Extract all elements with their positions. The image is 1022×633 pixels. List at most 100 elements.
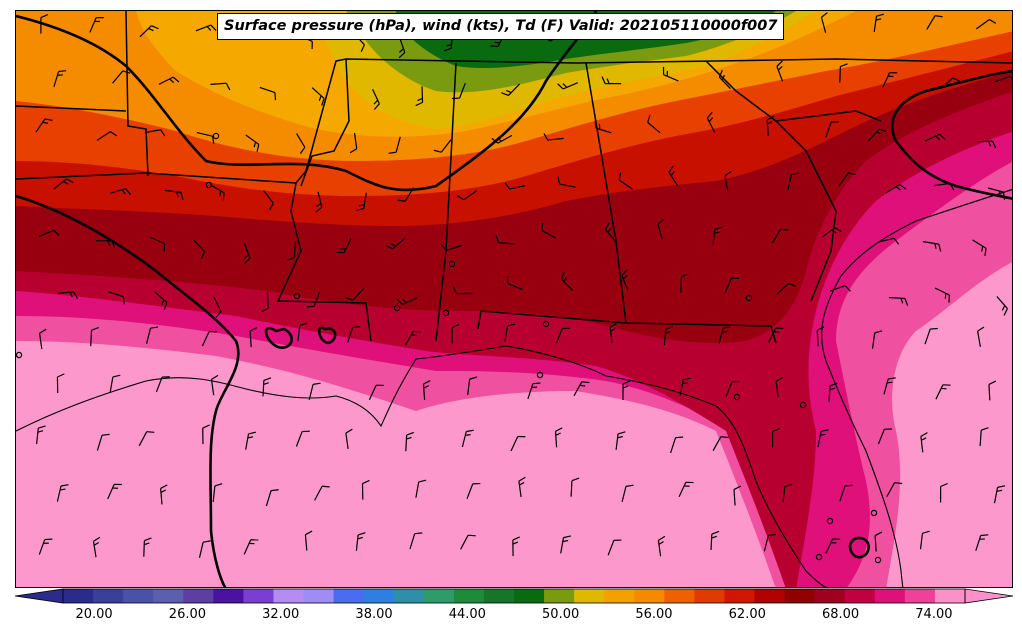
wind-barb-icon: [467, 376, 478, 396]
border: [125, 11, 149, 177]
wind-barb-icon: [304, 530, 313, 551]
colorbar-tick-label: 20.00: [75, 607, 113, 622]
wind-barb-icon: [396, 297, 418, 305]
wind-barb-icon: [213, 296, 222, 318]
wind-barb-icon: [314, 485, 330, 501]
wind-barb-icon: [196, 132, 215, 144]
wind-barb-icon: [38, 538, 53, 555]
station-circle-icon: [870, 509, 878, 517]
wind-barb-icon: [680, 273, 689, 293]
map-panel: [15, 10, 1013, 588]
wind-barb-icon: [724, 277, 740, 294]
colorbar-tick-label: 38.00: [355, 607, 393, 622]
wind-barb-icon: [776, 60, 784, 82]
wind-barb-icon: [718, 69, 731, 90]
colorbar-swatch: [634, 589, 665, 603]
wind-barb-icon: [349, 132, 358, 154]
wind-barb-icon: [573, 381, 590, 397]
wind-barb-icon: [311, 87, 325, 106]
wind-barb-icon: [433, 139, 452, 153]
wind-barb-icon: [787, 172, 800, 191]
wind-barb-icon: [922, 241, 942, 252]
wind-barb-icon: [40, 14, 49, 34]
wind-barb-icon: [110, 188, 132, 195]
border: [435, 62, 457, 342]
wind-barb-icon: [710, 530, 720, 551]
wind-barb-icon: [657, 535, 666, 557]
wind-barb-icon: [607, 539, 622, 556]
colorbar-swatch: [814, 589, 846, 603]
gulf-coast: [16, 345, 827, 587]
wind-barb-icon: [96, 131, 118, 141]
colorbar-tick-label: 68.00: [821, 607, 860, 622]
wind-barb-icon: [668, 165, 679, 187]
wind-barb-icon: [820, 12, 828, 33]
colorbar-tick-label: 56.00: [635, 607, 673, 622]
wind-barb-icon: [663, 326, 674, 346]
wind-barb-icon: [976, 18, 997, 30]
wind-barb-icon: [491, 134, 513, 144]
wind-barb-icon: [198, 540, 211, 558]
colorbar-swatch: [784, 589, 816, 603]
colorbar-swatch: [694, 589, 725, 603]
wind-barb-icon: [245, 431, 257, 450]
wind-barb-icon: [368, 384, 384, 400]
wind-barb-icon: [107, 483, 122, 500]
wind-barb-icon: [53, 178, 74, 190]
colorbar-tick-label: 26.00: [168, 607, 207, 622]
wind-barb-icon: [108, 291, 125, 305]
colorbar-tick-label: 74.00: [915, 607, 953, 622]
wind-barb-icon: [605, 222, 617, 243]
station-circle-icon: [536, 371, 544, 379]
wind-barb-icon: [988, 380, 997, 401]
wind-barb-icon: [782, 483, 793, 503]
wind-barb-icon: [510, 435, 526, 452]
wind-barb-icon: [504, 182, 526, 190]
wind-barb-icon: [92, 536, 101, 558]
wind-barb-icon: [594, 120, 612, 134]
wind-barb-icon: [193, 239, 206, 259]
wind-barb-icon: [210, 374, 219, 396]
border: [705, 60, 837, 302]
wind-barb-icon: [315, 191, 323, 213]
wind-barb-icon: [308, 382, 321, 401]
wind-barb-icon: [725, 380, 740, 397]
wind-barb-icon: [415, 86, 424, 107]
station-circle-icon: [733, 393, 741, 401]
wind-barb-icon: [347, 326, 361, 343]
wind-barb-icon: [527, 382, 541, 400]
wind-barb-icon: [618, 172, 633, 190]
isobar: [16, 194, 240, 587]
wind-barb-icon: [397, 187, 415, 202]
wind-barb-icon: [356, 192, 367, 212]
wind-barb-icon: [570, 477, 580, 497]
wind-barb-icon: [512, 536, 521, 557]
wind-barb-icon: [361, 479, 370, 500]
colorbar-swatch: [303, 589, 335, 603]
isobar: [890, 69, 1012, 142]
colorbar-swatch: [363, 589, 395, 603]
wind-barb-icon: [38, 328, 47, 350]
wind-barb-icon: [501, 83, 521, 96]
wind-barb-icon: [934, 287, 950, 303]
wind-barb-icon: [771, 427, 780, 448]
wind-barb-icon: [452, 286, 473, 295]
isobar: [16, 11, 598, 192]
station-circle-icon: [212, 132, 220, 140]
wind-barb-icon: [461, 429, 474, 448]
wind-barb-icon: [139, 25, 159, 38]
border: [300, 58, 350, 187]
wind-barb-icon: [763, 533, 776, 552]
wind-barb-icon: [733, 485, 742, 506]
wind-barb-icon: [504, 323, 516, 342]
wind-barb-icon: [825, 121, 839, 138]
wind-barb-icon: [295, 430, 310, 447]
wind-barb-icon: [821, 227, 842, 238]
wind-barb-icon: [975, 534, 989, 551]
wind-barb-icon: [541, 222, 557, 239]
wind-barb-icon: [466, 482, 481, 500]
wind-barb-icon: [265, 489, 279, 507]
wind-barb-icon: [296, 133, 306, 154]
colorbar-tick-label: 32.00: [262, 607, 300, 622]
wind-barb-icon: [460, 534, 476, 550]
